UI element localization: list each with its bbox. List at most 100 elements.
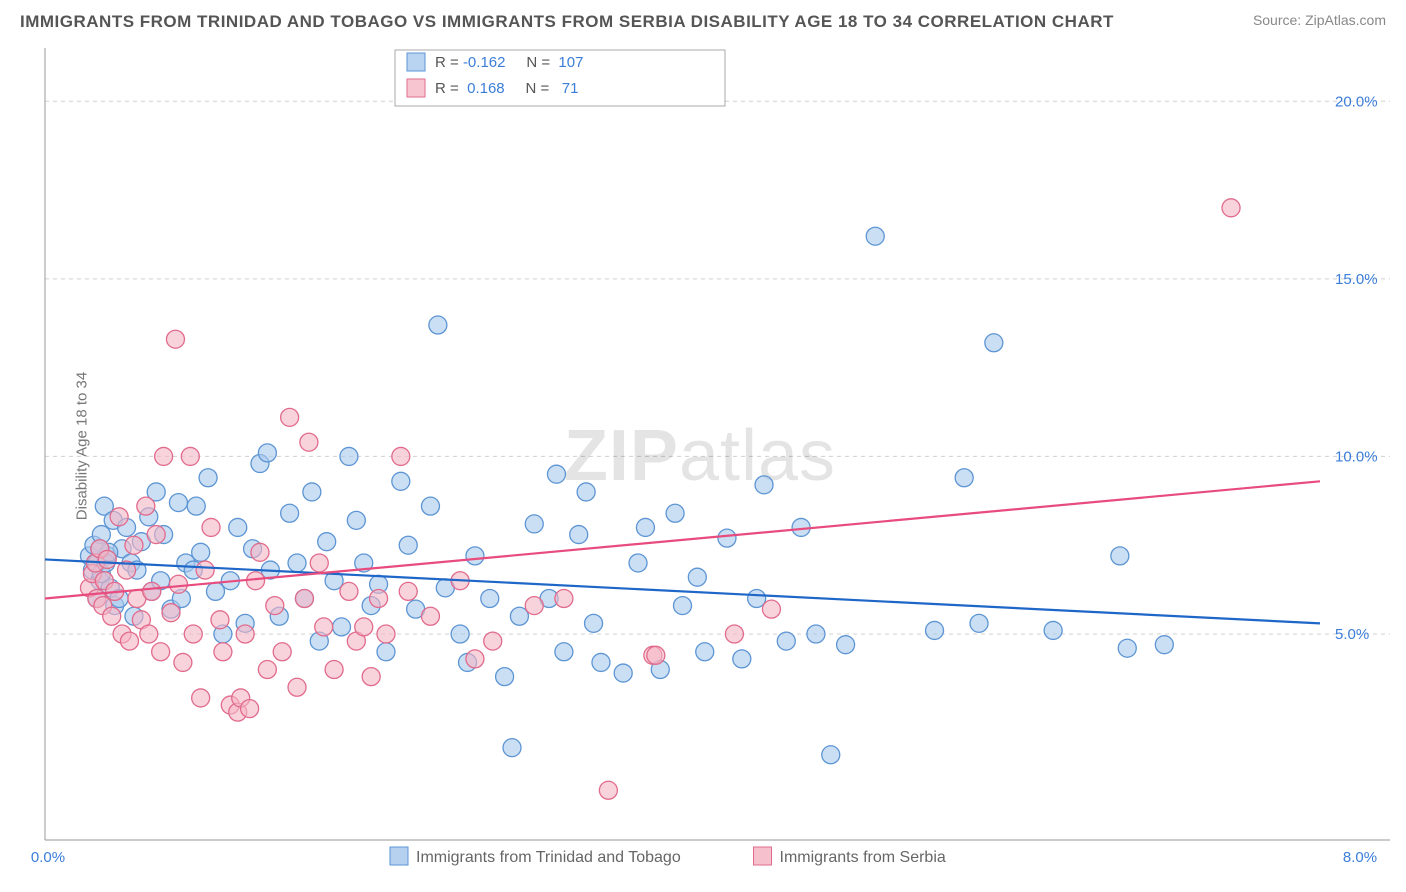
data-point: [636, 518, 654, 536]
data-point: [143, 582, 161, 600]
data-point: [762, 600, 780, 618]
x-tick-label: 8.0%: [1343, 849, 1377, 866]
correlation-scatter-chart: 5.0%10.0%15.0%20.0%0.0%8.0%ZIPatlasR = -…: [0, 0, 1406, 892]
data-point: [1155, 636, 1173, 654]
data-point: [258, 661, 276, 679]
data-point: [429, 316, 447, 334]
legend-swatch: [390, 847, 408, 865]
legend-stat: R = 0.168 N = 71: [435, 80, 578, 97]
data-point: [725, 625, 743, 643]
data-point: [202, 518, 220, 536]
data-point: [647, 646, 665, 664]
data-point: [926, 621, 944, 639]
legend-series: Immigrants from Trinidad and TobagoImmig…: [390, 847, 946, 866]
data-point: [362, 668, 380, 686]
legend-swatch: [407, 53, 425, 71]
scatter-series: [80, 199, 1240, 799]
data-point: [315, 618, 333, 636]
data-point: [174, 653, 192, 671]
data-point: [199, 469, 217, 487]
y-tick-label: 5.0%: [1335, 626, 1369, 643]
legend-stat: R = -0.162 N = 107: [435, 54, 583, 71]
data-point: [340, 582, 358, 600]
data-point: [377, 625, 395, 643]
data-point: [555, 589, 573, 607]
data-point: [300, 433, 318, 451]
data-point: [340, 447, 358, 465]
y-tick-label: 20.0%: [1335, 93, 1378, 110]
data-point: [155, 447, 173, 465]
data-point: [318, 533, 336, 551]
data-point: [152, 643, 170, 661]
data-point: [169, 494, 187, 512]
data-point: [147, 526, 165, 544]
legend-swatch: [754, 847, 772, 865]
data-point: [187, 497, 205, 515]
data-point: [503, 739, 521, 757]
data-point: [674, 597, 692, 615]
data-point: [288, 554, 306, 572]
data-point: [370, 589, 388, 607]
watermark: ZIPatlas: [564, 416, 836, 496]
data-point: [196, 561, 214, 579]
data-point: [258, 444, 276, 462]
data-point: [392, 472, 410, 490]
data-point: [377, 643, 395, 661]
data-point: [166, 330, 184, 348]
data-point: [347, 511, 365, 529]
data-point: [1222, 199, 1240, 217]
data-point: [355, 618, 373, 636]
data-point: [214, 643, 232, 661]
data-point: [162, 604, 180, 622]
data-point: [241, 700, 259, 718]
data-point: [392, 447, 410, 465]
data-point: [688, 568, 706, 586]
data-point: [137, 497, 155, 515]
data-point: [837, 636, 855, 654]
data-point: [281, 504, 299, 522]
data-point: [599, 781, 617, 799]
data-point: [525, 515, 543, 533]
data-point: [236, 625, 254, 643]
data-point: [1118, 639, 1136, 657]
data-point: [295, 589, 313, 607]
data-point: [421, 607, 439, 625]
data-point: [451, 625, 469, 643]
data-point: [496, 668, 514, 686]
data-point: [211, 611, 229, 629]
data-point: [184, 625, 202, 643]
data-point: [718, 529, 736, 547]
data-point: [733, 650, 751, 668]
data-point: [288, 678, 306, 696]
legend-series-label: Immigrants from Serbia: [780, 849, 946, 866]
data-point: [629, 554, 647, 572]
data-point: [110, 508, 128, 526]
data-point: [169, 575, 187, 593]
data-point: [251, 543, 269, 561]
data-point: [970, 614, 988, 632]
data-point: [399, 536, 417, 554]
data-point: [481, 589, 499, 607]
y-tick-label: 10.0%: [1335, 448, 1378, 465]
data-point: [140, 625, 158, 643]
data-point: [125, 536, 143, 554]
data-point: [570, 526, 588, 544]
legend-correlation-box: R = -0.162 N = 107 R = 0.168 N = 71: [395, 50, 725, 106]
legend-swatch: [407, 79, 425, 97]
data-point: [333, 618, 351, 636]
data-point: [525, 597, 543, 615]
x-tick-label: 0.0%: [31, 849, 65, 866]
data-point: [103, 607, 121, 625]
data-point: [192, 543, 210, 561]
data-point: [1044, 621, 1062, 639]
data-point: [666, 504, 684, 522]
data-point: [614, 664, 632, 682]
data-point: [325, 661, 343, 679]
data-point: [310, 554, 328, 572]
data-point: [777, 632, 795, 650]
data-point: [399, 582, 417, 600]
data-point: [303, 483, 321, 501]
data-point: [547, 465, 565, 483]
data-point: [484, 632, 502, 650]
data-point: [822, 746, 840, 764]
